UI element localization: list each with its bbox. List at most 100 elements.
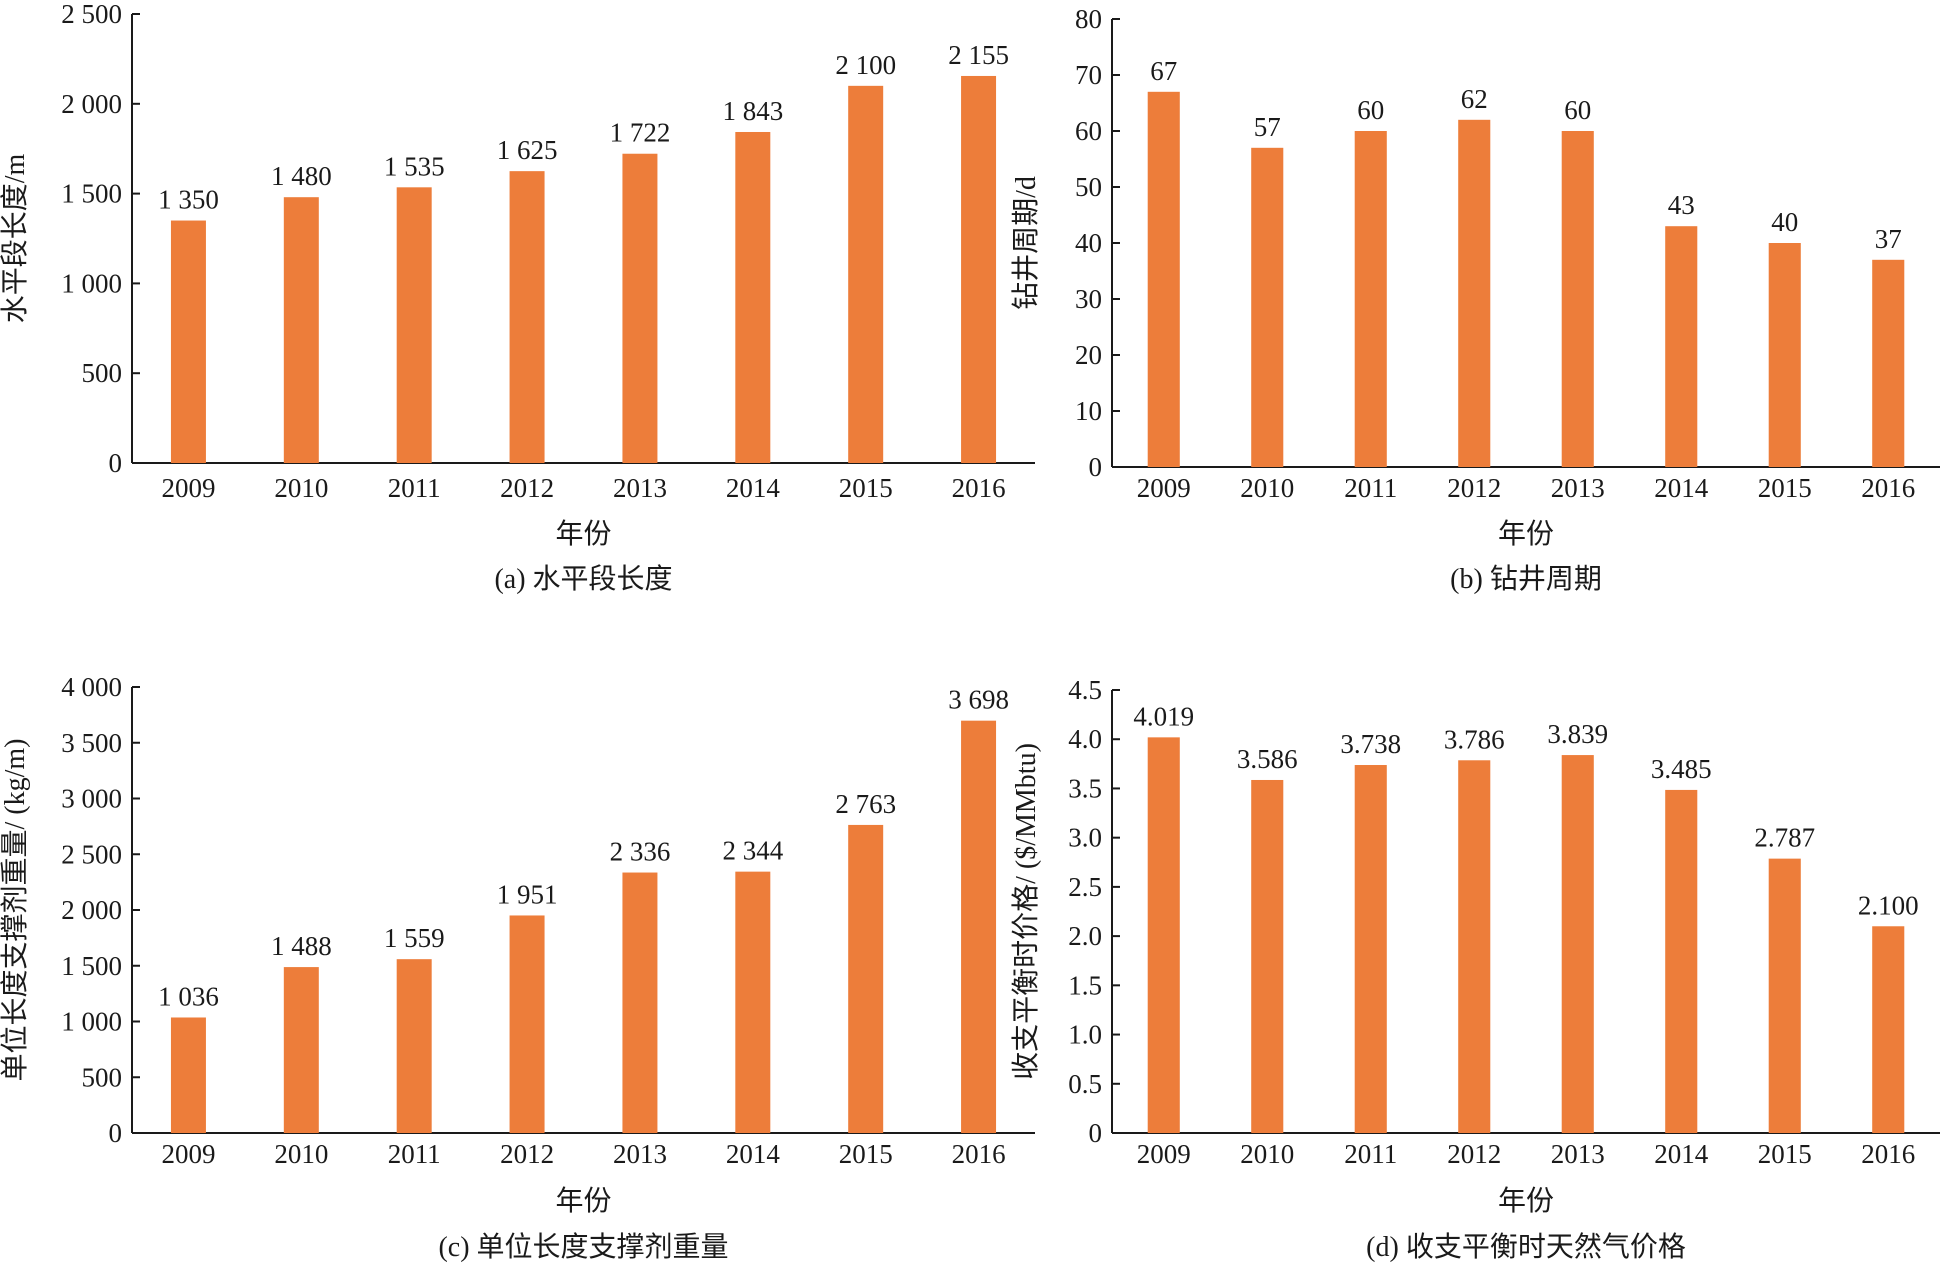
- y-tick-label: 3 000: [61, 784, 122, 814]
- y-tick-label: 40: [1075, 228, 1102, 258]
- y-tick-label: 2.0: [1068, 921, 1102, 951]
- y-tick-label: 1 500: [61, 179, 122, 209]
- data-label: 1 036: [158, 981, 219, 1011]
- bar-2016: [961, 720, 997, 1133]
- chart-caption: (d) 收支平衡时天然气价格: [1366, 1231, 1686, 1263]
- chart-caption: (a) 水平段长度: [494, 563, 672, 595]
- y-tick-label: 0.5: [1068, 1069, 1102, 1099]
- y-axis-label: 水平段长度/m: [0, 154, 31, 324]
- bar-2012: [1458, 760, 1491, 1133]
- bar-2015: [848, 85, 884, 463]
- data-label: 1 625: [497, 135, 558, 165]
- y-tick-label: 4.5: [1068, 675, 1102, 705]
- x-tick-label: 2016: [1861, 473, 1915, 503]
- x-tick-label: 2012: [1447, 1139, 1501, 1169]
- data-label: 1 722: [610, 118, 671, 148]
- bar-2010: [1251, 779, 1284, 1133]
- x-tick-label: 2013: [613, 1139, 667, 1169]
- data-label: 3 698: [948, 685, 1009, 715]
- data-label: 4.019: [1133, 701, 1194, 731]
- bar-2009: [1147, 91, 1180, 468]
- bar-2009: [170, 220, 206, 463]
- chart-c: 0 500 1 000 1 500 2 000 2 500 3 000 3 500 4 000 1…: [0, 672, 1035, 1263]
- bar-2013: [1561, 755, 1594, 1133]
- bar-2015: [1768, 858, 1801, 1133]
- bar-2014: [1665, 226, 1698, 467]
- chart-caption: (b) 钻井周期: [1450, 563, 1602, 595]
- x-tick-label: 2016: [952, 473, 1006, 503]
- data-label: 1 488: [271, 931, 332, 961]
- x-axis-label: 年份: [555, 1185, 611, 1217]
- bar-2009: [1147, 737, 1180, 1133]
- x-axis-label: 年份: [1498, 518, 1554, 550]
- y-tick-label: 2.5: [1068, 872, 1102, 902]
- y-tick-label: 4 000: [61, 672, 122, 702]
- y-tick-label: 50: [1075, 172, 1102, 202]
- data-label: 1 559: [384, 923, 445, 953]
- data-label: 3.586: [1237, 744, 1298, 774]
- x-tick-label: 2009: [161, 473, 215, 503]
- chart-caption: (c) 单位长度支撑剂重量: [438, 1231, 728, 1263]
- y-axis-label: 单位长度支撑剂重量/ (kg/m): [0, 739, 31, 1082]
- x-tick-label: 2011: [388, 1139, 441, 1169]
- bar-2014: [1665, 789, 1698, 1133]
- y-tick-label: 3 500: [61, 728, 122, 758]
- bar-2014: [735, 871, 771, 1133]
- data-label: 67: [1150, 56, 1177, 86]
- x-tick-label: 2014: [726, 473, 781, 503]
- data-label: 1 535: [384, 151, 445, 181]
- data-label: 2 100: [835, 50, 896, 80]
- data-label: 3.839: [1547, 719, 1608, 749]
- y-axis-label: 收支平衡时价格/ ($/MMbtu): [1010, 743, 1042, 1080]
- y-tick-label: 0: [109, 448, 123, 478]
- bar-2010: [1251, 147, 1284, 468]
- x-tick-label: 2009: [1137, 1139, 1191, 1169]
- x-tick-label: 2011: [1344, 473, 1397, 503]
- y-tick-label: 0: [1089, 1118, 1103, 1148]
- y-tick-label: 1 000: [61, 268, 122, 298]
- data-label: 3.786: [1444, 724, 1505, 754]
- y-axis-label: 钻井周期/d: [1010, 176, 1042, 310]
- y-tick-label: 3.0: [1068, 823, 1102, 853]
- y-tick-label: 10: [1075, 396, 1102, 426]
- x-tick-label: 2010: [1240, 473, 1294, 503]
- y-tick-label: 2 500: [61, 839, 122, 869]
- bar-2013: [622, 872, 658, 1133]
- data-label: 2 155: [948, 40, 1009, 70]
- x-tick-label: 2009: [1137, 473, 1191, 503]
- bar-2009: [170, 1017, 206, 1133]
- x-tick-label: 2014: [1654, 473, 1709, 503]
- bar-2015: [1768, 243, 1801, 467]
- data-label: 43: [1668, 190, 1695, 220]
- x-tick-label: 2015: [839, 1139, 893, 1169]
- data-label: 57: [1254, 112, 1281, 142]
- x-tick-label: 2014: [726, 1139, 781, 1169]
- bar-2010: [283, 967, 319, 1133]
- bar-2011: [396, 959, 432, 1133]
- y-tick-label: 500: [82, 1062, 123, 1092]
- bar-2013: [1561, 131, 1594, 467]
- x-tick-label: 2010: [1240, 1139, 1294, 1169]
- bar-2011: [1354, 765, 1387, 1133]
- y-tick-label: 1 500: [61, 951, 122, 981]
- data-label: 1 350: [158, 185, 219, 215]
- data-label: 62: [1461, 84, 1488, 114]
- data-label: 2.100: [1858, 890, 1919, 920]
- y-tick-label: 500: [82, 358, 123, 388]
- x-tick-label: 2016: [1861, 1139, 1915, 1169]
- x-tick-label: 2015: [1758, 1139, 1812, 1169]
- data-label: 2 344: [722, 836, 783, 866]
- x-tick-label: 2013: [613, 473, 667, 503]
- data-label: 40: [1771, 207, 1798, 237]
- x-tick-label: 2015: [839, 473, 893, 503]
- x-tick-label: 2015: [1758, 473, 1812, 503]
- x-tick-label: 2009: [161, 1139, 215, 1169]
- chart-b: 0 10 20 30 40 50 60 70 80 67 2009 57 2010 60 2011 62 201…: [1010, 4, 1940, 595]
- x-tick-label: 2012: [1447, 473, 1501, 503]
- data-label: 37: [1875, 224, 1902, 254]
- y-tick-label: 2 000: [61, 895, 122, 925]
- x-axis-label: 年份: [1498, 1185, 1554, 1217]
- bar-2012: [1458, 119, 1491, 468]
- data-label: 1 480: [271, 161, 332, 191]
- x-tick-label: 2012: [500, 473, 554, 503]
